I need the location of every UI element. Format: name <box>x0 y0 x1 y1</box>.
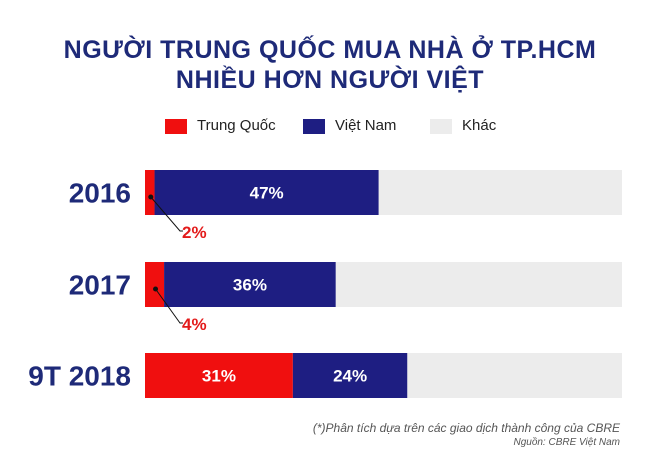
bar-trung-qu-c-2017 <box>145 262 165 307</box>
legend-label-trung-quoc: Trung Quốc <box>197 117 276 134</box>
bar-kh-c-9t-2018 <box>407 353 622 398</box>
bar-vi-t-nam-2017 <box>164 262 336 307</box>
legend-label-viet-nam: Việt Nam <box>335 117 397 134</box>
bar-vi-t-nam-9t-2018 <box>292 353 408 398</box>
bar-kh-c-2017 <box>335 262 622 307</box>
footnote: (*)Phân tích dựa trên các giao dịch thàn… <box>312 421 620 435</box>
legend-swatch-khac <box>430 119 452 134</box>
category-label-9t-2018: 9T 2018 <box>28 361 131 392</box>
legend-swatch-trung-quoc <box>165 119 187 134</box>
chart-title-line-1: NGƯỜI TRUNG QUỐC MUA NHÀ Ở TP.HCM <box>63 36 597 64</box>
data-label-trung-quoc-9t-2018: 31% <box>202 367 236 386</box>
bar-kh-c-2016 <box>378 170 622 215</box>
bar-trung-qu-c-9t-2018 <box>145 353 293 398</box>
data-label-trung-quoc-2017: 4% <box>182 315 207 334</box>
legend-label-khac: Khác <box>462 117 497 134</box>
category-label-2016: 2016 <box>69 178 131 209</box>
data-label-viet-nam-2016: 47% <box>250 184 284 203</box>
category-label-2017: 2017 <box>69 270 131 301</box>
leader-line-2017 <box>155 288 183 324</box>
chart-title-line-2: NHIỀU HƠN NGƯỜI VIỆT <box>175 66 485 94</box>
bar-vi-t-nam-2016 <box>154 170 379 215</box>
bar-trung-qu-c-2016 <box>145 170 155 215</box>
data-label-viet-nam-9t-2018: 24% <box>333 367 367 386</box>
data-label-viet-nam-2017: 36% <box>233 276 267 295</box>
source-note: Nguồn: CBRE Việt Nam <box>513 437 620 448</box>
leader-line-2016 <box>150 196 183 232</box>
legend-swatch-viet-nam <box>303 119 325 134</box>
data-label-trung-quoc-2016: 2% <box>182 223 207 242</box>
